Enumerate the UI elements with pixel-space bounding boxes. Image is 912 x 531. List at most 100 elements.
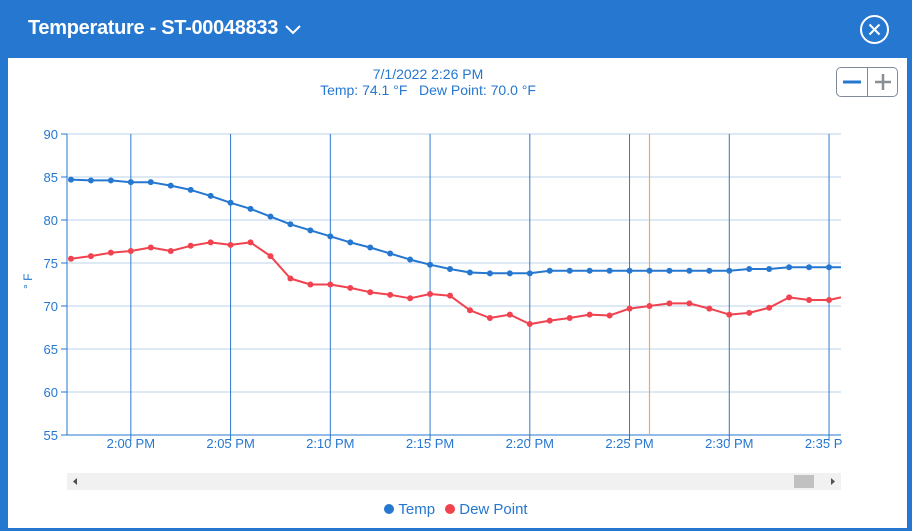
chevron-down-icon[interactable]: [284, 20, 302, 38]
y-tick-label: 55: [44, 428, 58, 443]
data-point-dew-point: [806, 296, 813, 303]
y-tick-label: 60: [44, 385, 58, 400]
data-point-temp: [626, 267, 633, 274]
data-point-dew-point: [407, 295, 414, 302]
data-point-temp: [67, 176, 74, 183]
data-point-dew-point: [666, 300, 673, 307]
data-point-dew-point: [207, 239, 214, 246]
data-point-dew-point: [167, 247, 174, 254]
legend-label-temp: Temp: [398, 501, 436, 518]
x-gridlines: [130, 134, 830, 435]
caret-left-icon: [73, 478, 77, 485]
minus-icon: [843, 80, 861, 84]
data-point-temp: [606, 267, 613, 274]
data-point-temp: [686, 267, 693, 274]
data-point-dew-point: [427, 290, 434, 297]
data-point-dew-point: [67, 255, 74, 262]
y-tick-label: 85: [44, 170, 58, 185]
data-point-dew-point: [646, 303, 653, 309]
data-point-temp: [726, 267, 733, 274]
data-point-temp: [287, 221, 294, 228]
x-tick-label: 2:00 PM: [107, 436, 155, 451]
x-tick-label: 2:30 PM: [705, 436, 753, 451]
data-point-dew-point: [786, 294, 793, 301]
data-point-dew-point: [87, 253, 94, 260]
frame-left-border: [0, 58, 8, 531]
y-tick-label: 80: [44, 213, 58, 228]
zoom-out-button[interactable]: [837, 68, 868, 96]
scroll-left-button[interactable]: [67, 473, 83, 490]
data-point-temp: [486, 270, 493, 277]
data-point-dew-point: [826, 296, 833, 303]
data-point-temp: [826, 264, 833, 271]
data-point-temp: [187, 186, 194, 193]
series-line-dew-point: [70, 241, 841, 326]
data-point-temp: [786, 264, 793, 271]
data-point-dew-point: [606, 312, 613, 319]
data-point-dew-point: [147, 244, 154, 251]
scrollbar-thumb[interactable]: [794, 475, 814, 488]
data-point-temp: [806, 264, 813, 271]
legend-item-dew-point[interactable]: Dew Point: [445, 501, 528, 518]
data-point-temp: [746, 266, 753, 273]
data-point-temp: [666, 267, 673, 274]
x-tick-label: 2:05 PM: [206, 436, 254, 451]
data-point-dew-point: [187, 242, 194, 249]
data-point-dew-point: [227, 241, 234, 248]
data-point-temp: [546, 267, 553, 274]
y-tick-label: 90: [44, 127, 58, 142]
data-point-temp: [427, 261, 434, 268]
data-point-temp: [586, 267, 593, 274]
x-tick-label: 2:10 PM: [306, 436, 354, 451]
data-point-temp: [766, 266, 773, 273]
data-point-dew-point: [546, 317, 553, 324]
data-point-temp: [646, 267, 653, 274]
data-point-temp: [706, 267, 713, 274]
data-point-dew-point: [706, 305, 713, 312]
modal-title[interactable]: Temperature - ST-00048833: [28, 17, 279, 39]
data-point-dew-point: [267, 253, 274, 260]
zoom-in-button[interactable]: [868, 68, 898, 96]
data-point-dew-point: [506, 311, 513, 318]
data-point-temp: [207, 192, 214, 199]
data-point-temp: [247, 205, 254, 212]
y-tick-label: 75: [44, 256, 58, 271]
data-point-temp: [127, 179, 134, 186]
data-point-dew-point: [107, 249, 114, 256]
data-point-dew-point: [746, 309, 753, 316]
data-point-temp: [347, 239, 354, 246]
data-point-temp: [387, 250, 394, 257]
plus-icon: [875, 74, 891, 90]
x-tick-label: 2:15 PM: [406, 436, 454, 451]
frame-bottom-border: [0, 528, 912, 531]
x-tick-label: 2:20 PM: [506, 436, 554, 451]
chart-scrollbar[interactable]: [67, 473, 841, 490]
legend-marker-temp: [384, 504, 395, 514]
legend-item-temp[interactable]: Temp: [384, 501, 435, 518]
zoom-control: [836, 67, 898, 97]
data-point-dew-point: [466, 307, 473, 314]
data-point-dew-point: [486, 315, 493, 322]
data-point-temp: [107, 177, 114, 184]
data-point-temp: [566, 267, 573, 274]
data-point-temp: [167, 182, 174, 189]
data-point-dew-point: [766, 304, 773, 311]
data-point-dew-point: [127, 247, 134, 254]
caret-right-icon: [831, 478, 835, 485]
data-point-temp: [87, 177, 94, 184]
readout-datetime: 7/1/2022 2:26 PM: [372, 66, 484, 82]
data-point-temp: [307, 227, 314, 234]
y-tick-label: 70: [44, 299, 58, 314]
x-tick-labels: 2:00 PM 2:05 PM 2:10 PM 2:15 PM 2:20 PM 2:25 …: [107, 436, 842, 451]
x-tick-label: 2:25 PM: [605, 436, 653, 451]
series-group: [67, 176, 841, 328]
frame-right-border: [907, 58, 912, 531]
scroll-right-button[interactable]: [825, 473, 841, 490]
close-icon[interactable]: [859, 14, 890, 45]
data-point-dew-point: [387, 291, 394, 298]
chart-legend: Temp Dew Point: [0, 501, 912, 518]
modal-header: Temperature - ST-00048833: [0, 0, 912, 58]
data-point-dew-point: [566, 315, 573, 322]
data-point-temp: [227, 199, 234, 206]
